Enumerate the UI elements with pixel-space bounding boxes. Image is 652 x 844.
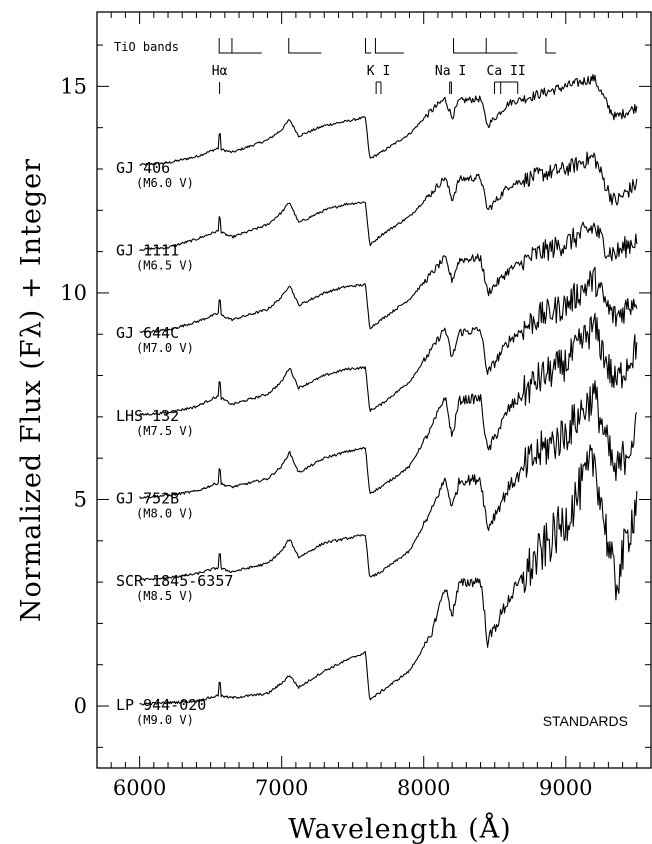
x-tick-label: 8000	[397, 776, 450, 800]
star-name-label: SCR 1845-6357	[116, 572, 233, 590]
axis-ticks: 6000 7000 8000 9000 0 5 10 15	[60, 12, 652, 800]
y-tick-label: 5	[74, 487, 87, 511]
feature-label: K I	[367, 64, 390, 79]
x-tick-label: 6000	[113, 776, 166, 800]
spectrum-line	[139, 312, 638, 499]
spectrum-line	[139, 444, 638, 706]
feature-line	[493, 81, 519, 94]
star-name-label: GJ 1111	[116, 242, 179, 260]
feature-label: Na I	[435, 64, 466, 79]
tio-bands-label: TiO bands	[114, 40, 179, 54]
feature-label: Ca II	[487, 64, 526, 79]
spectral-type-label: (M6.5 V)	[136, 259, 194, 273]
x-axis-title: Wavelength (Å)	[288, 812, 511, 844]
tio-band-marker	[545, 38, 556, 54]
y-tick-label: 10	[60, 281, 87, 305]
spectrum-line	[139, 73, 638, 166]
tio-band-marker	[374, 38, 404, 54]
tio-band-marker	[364, 38, 372, 54]
tio-band-markers	[218, 38, 556, 54]
star-labels: GJ 406(M6.0 V)GJ 1111(M6.5 V)GJ 644C(M7.…	[116, 159, 233, 727]
spectra-series	[139, 73, 638, 706]
spectrum-line	[139, 380, 638, 582]
x-tick-label: 7000	[255, 776, 308, 800]
star-name-label: LP 944-020	[116, 696, 206, 714]
star-name-label: LHS 132	[116, 407, 179, 425]
spectrum-line	[139, 221, 638, 333]
y-tick-label: 0	[74, 694, 87, 718]
y-axis-title: Normalized Flux (Fλ) + Integer	[16, 158, 47, 622]
star-name-label: GJ 752B	[116, 489, 179, 507]
star-name-label: GJ 644C	[116, 324, 179, 342]
tio-band-marker	[288, 38, 322, 54]
spectral-type-label: (M7.0 V)	[136, 341, 194, 355]
spectrum-line	[139, 266, 638, 416]
standards-label: STANDARDS	[543, 713, 628, 729]
x-tick-label: 9000	[539, 776, 592, 800]
plot-frame	[96, 11, 652, 769]
feature-line	[449, 81, 452, 94]
feature-line	[375, 81, 382, 94]
star-name-label: GJ 406	[116, 159, 170, 177]
tio-band-marker	[453, 38, 518, 54]
y-tick-label: 15	[60, 74, 87, 98]
spectral-type-label: (M6.0 V)	[136, 176, 194, 190]
spectral-type-label: (M8.5 V)	[136, 589, 194, 603]
spectral-type-label: (M8.0 V)	[136, 506, 194, 520]
spectral-type-label: (M7.5 V)	[136, 424, 194, 438]
spectrum-line	[139, 151, 638, 252]
feature-label: Hα	[212, 64, 228, 79]
spectral-type-label: (M9.0 V)	[136, 713, 194, 727]
line-feature-markers: Hα K I Na I Ca II	[212, 64, 526, 94]
tio-band-marker	[218, 38, 262, 54]
